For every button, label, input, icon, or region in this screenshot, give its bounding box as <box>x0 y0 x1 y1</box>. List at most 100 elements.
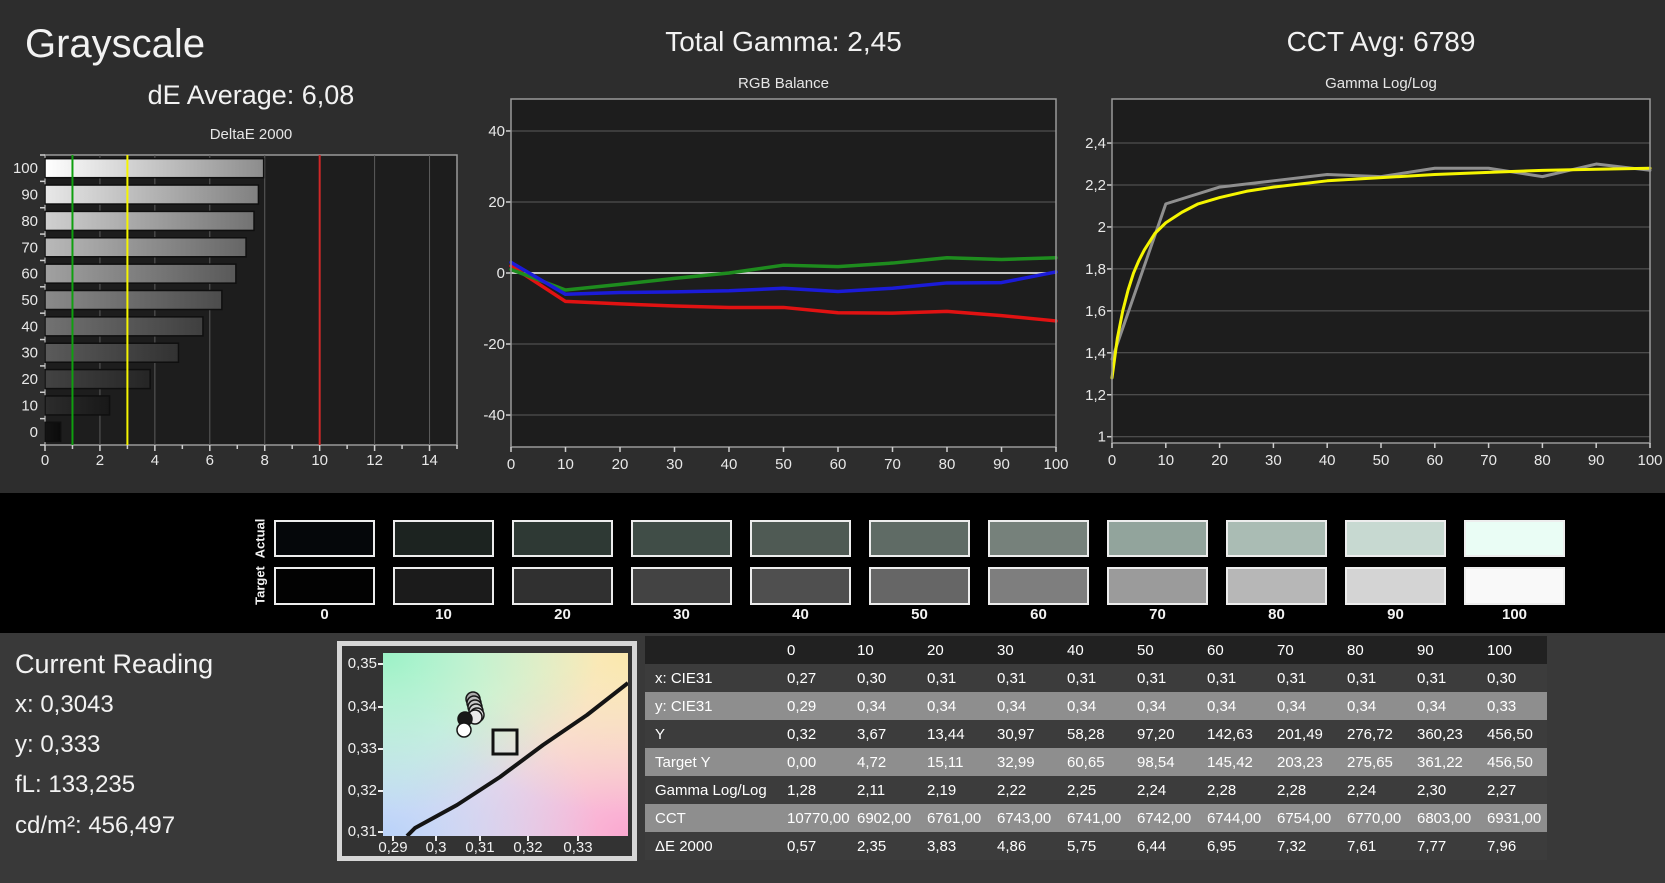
table-row-y: Y 0,32 3,67 13,44 30,97 58,28 97,20 142,63 201,4… <box>645 720 1547 748</box>
deltae-bar-70 <box>44 237 247 258</box>
svg-text:1,4: 1,4 <box>1085 345 1106 362</box>
gamma-loglog-chart: 2,4 2,2 2 1,8 1,6 1,4 1,2 10 10 20 30 40 50 60 70 80 90 1… <box>1085 98 1663 469</box>
deltae-bar-10 <box>44 395 111 416</box>
svg-text:60: 60 <box>1426 452 1443 469</box>
svg-text:80: 80 <box>21 213 38 230</box>
svg-text:40: 40 <box>21 318 38 335</box>
swatch-actual-40 <box>750 520 851 557</box>
gamma-loglog-chart-title: Gamma Log/Log <box>1325 75 1437 92</box>
cell-20: 13,44 <box>927 725 965 743</box>
svg-text:60: 60 <box>830 456 847 473</box>
row-label: CCT <box>655 809 686 827</box>
cell-60: 142,63 <box>1207 725 1253 743</box>
deltae-bar-0 <box>44 421 62 443</box>
cell-80: 2,24 <box>1347 781 1377 799</box>
svg-text:20: 20 <box>1211 452 1228 469</box>
cell-10: 3,67 <box>857 725 887 743</box>
table-row-gamma-log-log: Gamma Log/Log 1,28 2,11 2,19 2,22 2,25 2,24 2,2… <box>645 776 1547 804</box>
swatch-target-20 <box>512 567 613 605</box>
grayscale-data-table: 0 10 20 30 40 50 60 70 80 90 100 x: CIE31 0,27 0,30 0,… <box>645 636 1547 860</box>
cell-70: 201,49 <box>1277 725 1323 743</box>
cell-70: 6754,00 <box>1277 809 1332 827</box>
cell-60: 0,34 <box>1207 697 1237 715</box>
current-reading-y: y: 0,333 <box>15 731 101 758</box>
series-red <box>509 264 1058 323</box>
svg-text:20: 20 <box>488 194 505 211</box>
cie-ytick-3: 0,32 <box>347 782 377 799</box>
svg-text:1,6: 1,6 <box>1085 303 1106 320</box>
svg-text:0: 0 <box>507 456 515 473</box>
svg-text:0: 0 <box>30 424 38 441</box>
svg-text:2: 2 <box>1098 219 1106 236</box>
cell-100: 6931,00 <box>1487 809 1542 827</box>
row-label: ΔE 2000 <box>655 837 713 855</box>
table-row--e-2000: ΔE 2000 0,57 2,35 3,83 4,86 5,75 6,44 6,95 7,32 7… <box>645 832 1547 860</box>
table-header-20: 20 <box>927 641 944 659</box>
cell-30: 32,99 <box>997 753 1035 771</box>
svg-text:50: 50 <box>775 456 792 473</box>
cell-0: 0,29 <box>787 697 817 715</box>
table-header-90: 90 <box>1417 641 1434 659</box>
cie-overlay <box>378 663 628 841</box>
cell-0: 0,27 <box>787 669 817 687</box>
table-header-80: 80 <box>1347 641 1364 659</box>
svg-text:90: 90 <box>1588 452 1605 469</box>
svg-text:8: 8 <box>261 452 269 469</box>
cell-40: 5,75 <box>1067 837 1097 855</box>
series-green <box>509 255 1058 292</box>
swatch-level-label-60: 60 <box>1030 606 1047 623</box>
cell-20: 6761,00 <box>927 809 982 827</box>
cell-90: 7,77 <box>1417 837 1447 855</box>
deltae-chart-title: DeltaE 2000 <box>209 126 293 143</box>
deltae-bar-60 <box>44 263 237 284</box>
measurement-point-7 <box>456 722 472 738</box>
svg-text:30: 30 <box>21 345 38 362</box>
swatch-band <box>0 493 1665 633</box>
table-header-30: 30 <box>997 641 1014 659</box>
svg-text:60: 60 <box>21 266 38 283</box>
cell-60: 145,42 <box>1207 753 1253 771</box>
cie-xtick-3: 0,32 <box>513 839 543 856</box>
cell-100: 0,33 <box>1487 697 1517 715</box>
cell-0: 0,00 <box>787 753 817 771</box>
svg-text:10: 10 <box>311 452 328 469</box>
svg-text:70: 70 <box>21 239 38 256</box>
cell-80: 6770,00 <box>1347 809 1402 827</box>
swatch-level-label-10: 10 <box>435 606 452 623</box>
swatch-target-60 <box>988 567 1089 605</box>
svg-text:100: 100 <box>1043 456 1068 473</box>
cell-40: 0,31 <box>1067 669 1097 687</box>
cie-ytick-2: 0,33 <box>347 740 377 757</box>
svg-text:40: 40 <box>1319 452 1336 469</box>
svg-text:0: 0 <box>41 452 49 469</box>
svg-text:70: 70 <box>1480 452 1497 469</box>
svg-text:6: 6 <box>206 452 214 469</box>
cell-50: 0,34 <box>1137 697 1167 715</box>
cell-60: 0,31 <box>1207 669 1237 687</box>
table-header-60: 60 <box>1207 641 1224 659</box>
cell-60: 6744,00 <box>1207 809 1262 827</box>
swatch-target-30 <box>631 567 732 605</box>
cell-50: 6,44 <box>1137 837 1167 855</box>
svg-text:14: 14 <box>421 452 438 469</box>
swatch-target-70 <box>1107 567 1208 605</box>
swatch-actual-30 <box>631 520 732 557</box>
series-target <box>1110 166 1652 380</box>
table-header-70: 70 <box>1277 641 1294 659</box>
swatch-level-label-30: 30 <box>673 606 690 623</box>
table-header-label <box>645 636 777 664</box>
swatch-target-50 <box>869 567 970 605</box>
svg-text:2: 2 <box>96 452 104 469</box>
cell-0: 0,57 <box>787 837 817 855</box>
swatch-actual-0 <box>274 520 375 557</box>
cell-10: 0,34 <box>857 697 887 715</box>
cell-100: 456,50 <box>1487 725 1533 743</box>
cell-10: 2,35 <box>857 837 887 855</box>
cell-10: 2,11 <box>857 781 886 799</box>
table-header-0: 0 <box>787 641 796 659</box>
de-average-label: dE Average: 6,08 <box>147 80 355 110</box>
cell-80: 275,65 <box>1347 753 1393 771</box>
cell-70: 203,23 <box>1277 753 1323 771</box>
cell-100: 456,50 <box>1487 753 1533 771</box>
swatch-target-40 <box>750 567 851 605</box>
